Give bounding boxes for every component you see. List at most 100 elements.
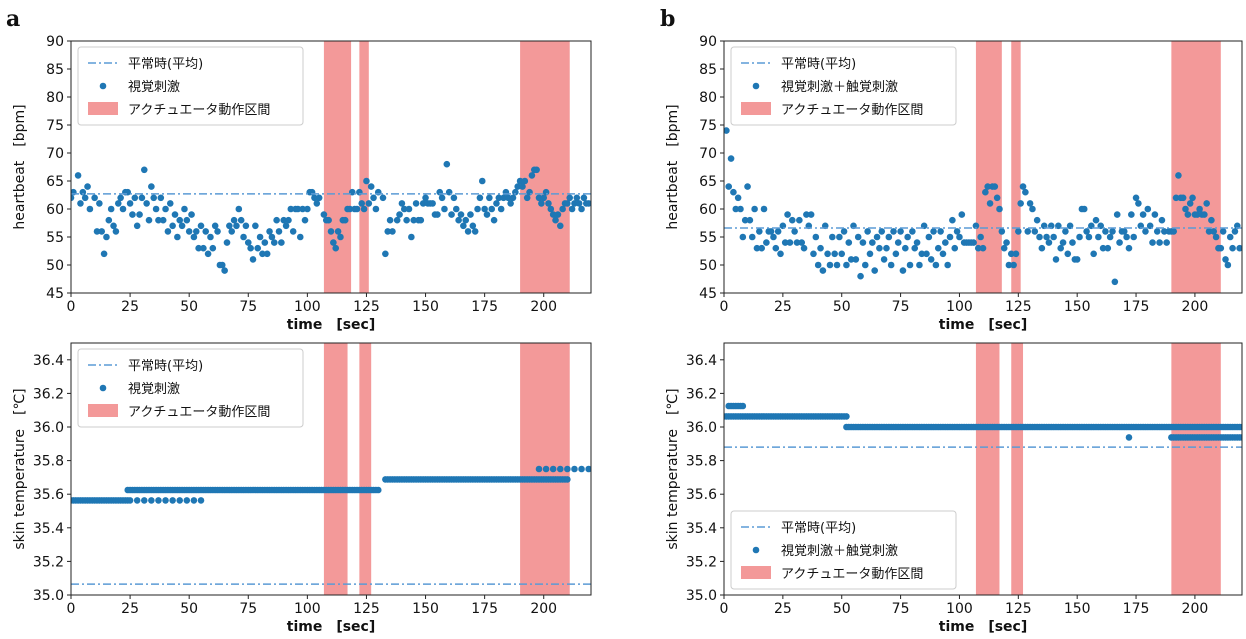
data-point-212	[580, 194, 588, 202]
data-point-77	[254, 244, 262, 252]
data-point-29	[140, 166, 148, 174]
data-point-178	[1142, 228, 1149, 235]
x-axis-label: time [sec]	[939, 317, 1028, 333]
y-tick-label-7: 80	[46, 90, 64, 106]
data-point-65	[876, 244, 883, 252]
data-point-64	[223, 239, 231, 246]
data-point-51	[192, 228, 200, 235]
data-point-13	[753, 244, 761, 252]
data-point-10	[96, 200, 103, 207]
data-point-29	[791, 228, 798, 235]
data-point-41	[169, 222, 176, 230]
data-point-182	[1151, 211, 1159, 218]
data-point-161	[1102, 228, 1109, 235]
data-point-31	[145, 216, 153, 224]
x-tick-label-1: 25	[774, 299, 792, 315]
plot-area-a-heartbeat	[71, 41, 591, 293]
plot-frame	[70, 40, 592, 294]
data-point-16	[760, 205, 768, 213]
data-point-222	[542, 465, 550, 473]
data-point-93	[942, 239, 949, 246]
x-tick-label-6: 150	[1064, 601, 1091, 617]
legend-entry-0: 平常時(平均)	[128, 359, 203, 374]
data-point-140	[410, 216, 418, 224]
data-point-139	[1050, 233, 1057, 241]
data-point-118	[1000, 244, 1008, 252]
data-point-191	[1172, 194, 1180, 202]
data-point-36	[157, 194, 165, 202]
data-point-99	[956, 233, 963, 241]
data-point-110	[334, 228, 342, 235]
data-point-126	[1019, 183, 1027, 190]
data-point-136	[400, 205, 408, 213]
data-point-216	[1231, 228, 1239, 235]
data-point-49	[188, 211, 195, 218]
data-point-103	[315, 194, 323, 202]
data-point-128	[379, 194, 387, 202]
data-point-95	[946, 233, 954, 241]
y-tick-label-5: 36.0	[33, 420, 64, 436]
data-point-174	[490, 216, 498, 224]
data-point-47	[183, 216, 191, 224]
data-point-123	[1012, 250, 1020, 258]
actuator-band-0	[975, 41, 1002, 293]
y-tick-label-4: 65	[46, 174, 64, 190]
data-point-89	[932, 261, 940, 269]
data-point-68	[883, 244, 890, 252]
data-point-18	[114, 200, 122, 207]
data-point-201	[554, 211, 562, 218]
data-point-30	[162, 497, 169, 504]
data-point-26	[133, 497, 141, 504]
data-point-158	[1095, 233, 1102, 241]
data-point-177	[1139, 211, 1147, 218]
data-point-39	[814, 261, 822, 269]
data-point-167	[1116, 239, 1123, 246]
x-tick-label-7: 175	[1123, 299, 1150, 315]
data-point-77	[904, 233, 911, 241]
data-point-119	[1003, 239, 1010, 246]
x-tick-label-7: 175	[471, 299, 498, 315]
data-point-7	[739, 233, 747, 241]
data-point-46	[181, 205, 188, 213]
x-tick-label-5: 125	[353, 299, 380, 315]
data-point-109	[332, 244, 340, 252]
data-point-107	[974, 244, 982, 252]
data-point-154	[1085, 233, 1093, 241]
data-point-176	[495, 194, 503, 202]
data-point-75	[249, 256, 257, 263]
data-point-205	[1205, 228, 1213, 235]
legend-point-swatch	[99, 384, 107, 392]
data-point-82	[916, 261, 923, 269]
data-point-102	[313, 200, 321, 207]
data-point-79	[909, 228, 916, 235]
data-point-186	[1161, 228, 1168, 235]
chart-a-heartbeat: 0 25 50 75 100 125 150 175 200 45 50 55 60 65 70 75 80 85…	[12, 34, 592, 333]
data-point-127	[1022, 188, 1029, 196]
y-tick-label-6: 75	[699, 118, 717, 134]
x-tick-label-6: 150	[1064, 299, 1091, 315]
data-point-9	[744, 183, 751, 190]
x-tick-label-3: 75	[239, 299, 257, 315]
data-point-160	[457, 211, 465, 218]
data-point-14	[756, 228, 763, 235]
x-tick-label-3: 75	[892, 601, 910, 617]
data-point-35	[197, 497, 205, 504]
data-point-177	[497, 205, 505, 213]
data-point-199	[549, 211, 557, 218]
data-point-133	[393, 216, 401, 224]
data-point-200	[552, 216, 559, 224]
data-point-33	[183, 497, 191, 504]
data-point-66	[878, 228, 886, 235]
data-point-140	[1052, 256, 1060, 263]
data-point-187	[521, 177, 529, 185]
data-point-42	[171, 211, 179, 218]
data-point-95	[296, 233, 304, 241]
data-point-215	[1229, 244, 1236, 252]
data-point-89	[282, 222, 290, 230]
data-point-175	[1135, 200, 1142, 207]
data-point-90	[285, 216, 292, 224]
data-point-109	[979, 244, 987, 252]
x-axis-label: time [sec]	[287, 619, 376, 635]
x-tick-label-0: 0	[67, 601, 76, 617]
panel-letter-b: b	[660, 6, 675, 32]
